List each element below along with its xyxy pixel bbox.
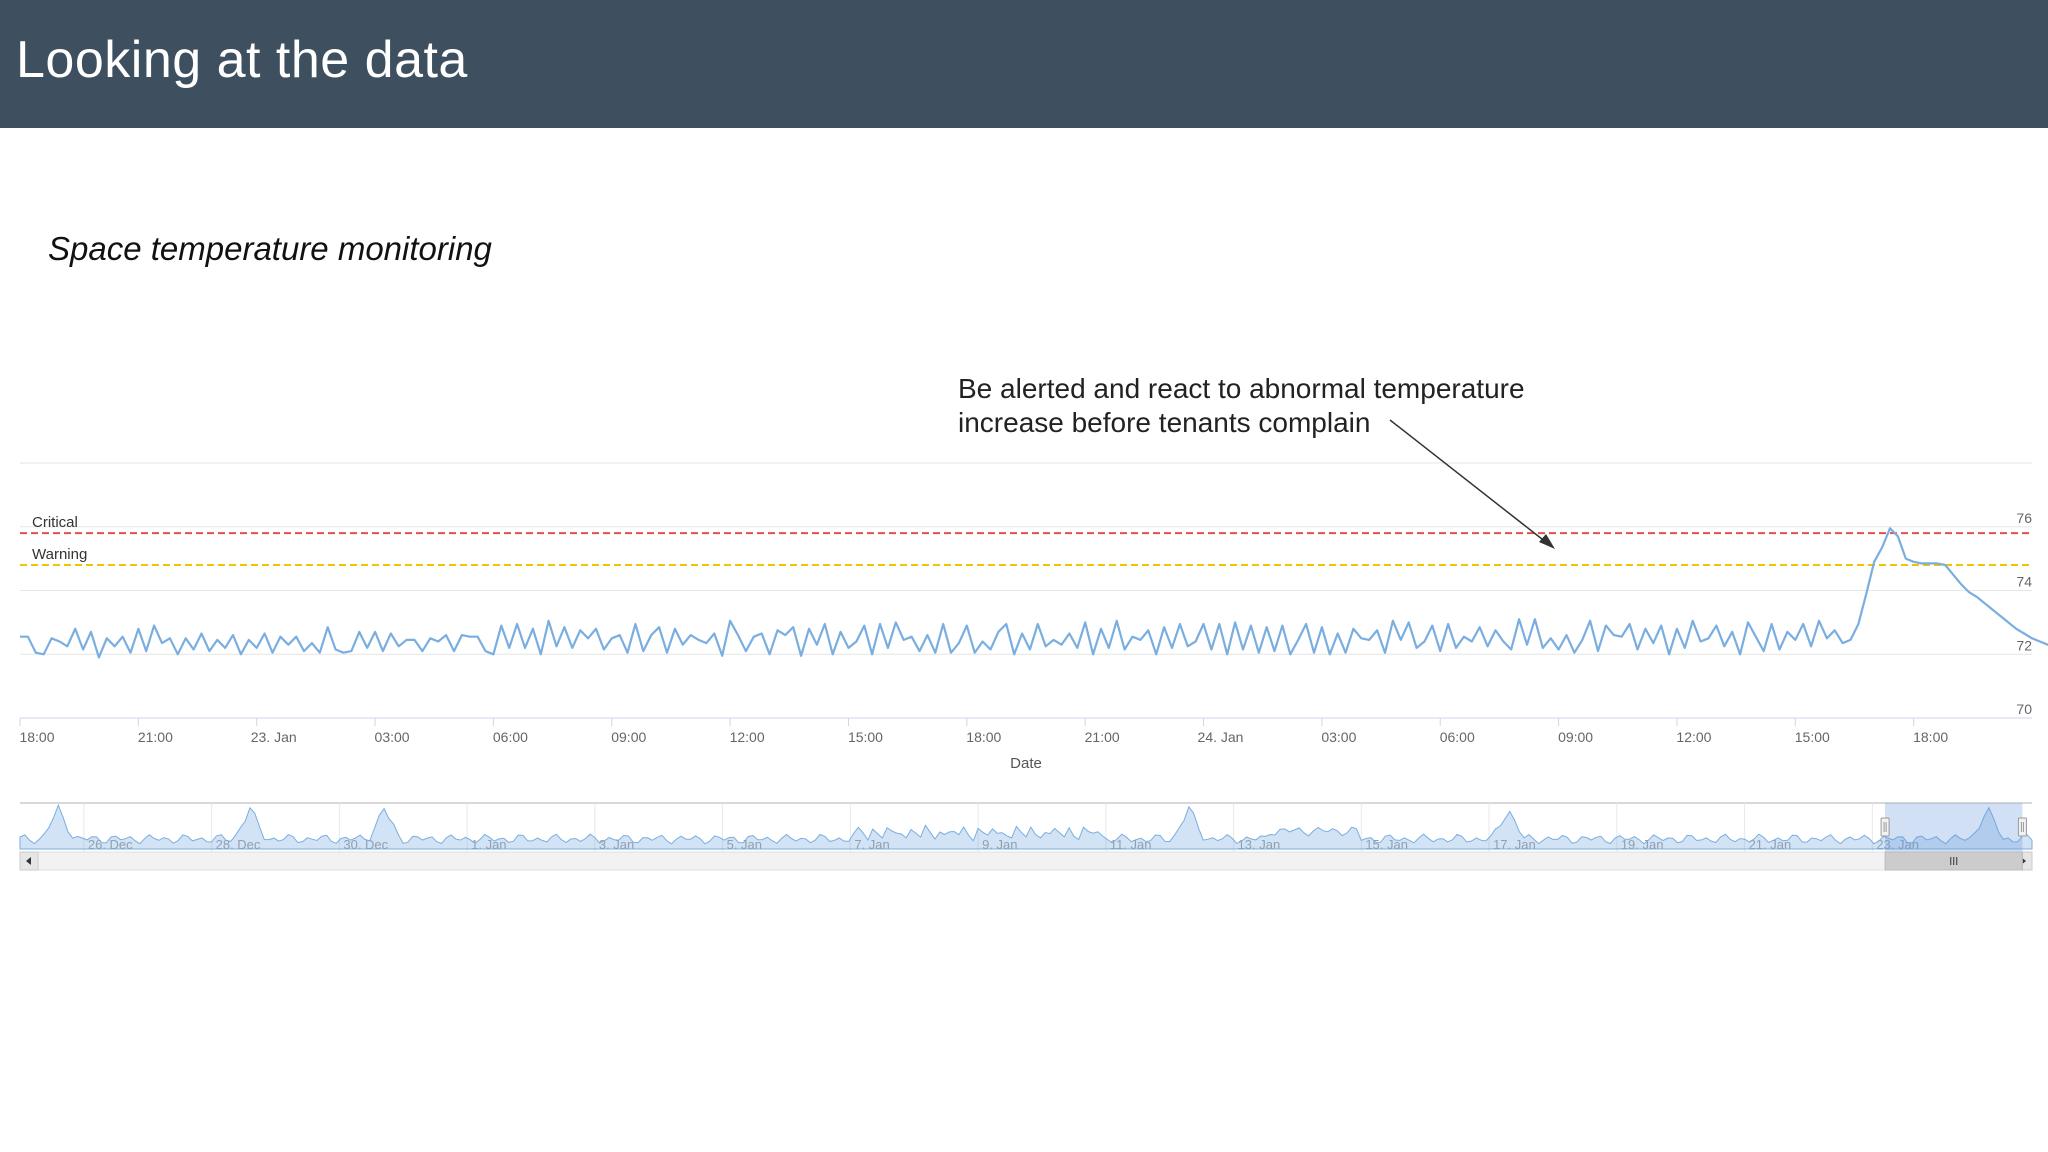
chart-annotation: Be alerted and react to abnormal tempera… [958,372,1525,440]
scrollbar-track[interactable] [19,851,2033,871]
slide-header: Looking at the data [0,0,2048,128]
navigator-tick-label: 11. Jan [1110,837,1152,852]
x-axis-title: Date [1010,755,1042,772]
x-tick-label: 03:00 [1321,729,1356,745]
navigator-tick-label: 30. Dec [343,837,388,852]
x-tick-label: 03:00 [375,729,410,745]
x-tick-label: 06:00 [493,729,528,745]
scroll-left-arrow-icon [26,857,31,865]
navigator-tick-label: 15. Jan [1365,837,1408,852]
x-tick-label: 21:00 [1085,729,1120,745]
navigator-left-handle[interactable] [1880,817,1890,837]
navigator-tick-label: 1. Jan [471,837,506,852]
y-tick-label: 76 [2016,510,2032,526]
navigator-selected-range[interactable] [1885,803,2023,852]
plot-line-label-critical: Critical [32,514,78,531]
x-tick-label: 09:00 [611,729,646,745]
x-tick-label: 18:00 [966,729,1001,745]
navigator-tick-label: 13. Jan [1238,837,1281,852]
chart-subtitle: Space temperature monitoring [48,230,492,267]
y-tick-label: 72 [2016,637,2032,653]
navigator-tick-label: 5. Jan [727,837,762,852]
navigator-tick-label: 9. Jan [982,837,1017,852]
navigator-right-handle[interactable] [2017,817,2027,837]
navigator-background [20,803,2032,852]
navigator-tick-label: 21. Jan [1749,837,1792,852]
y-tick-label: 74 [2016,574,2032,590]
plot-line-label-warning: Warning [32,546,87,563]
annotation-line-1: Be alerted and react to abnormal tempera… [958,373,1525,404]
navigator-tick-label: 19. Jan [1621,837,1664,852]
x-tick-label: 15:00 [848,729,883,745]
x-tick-label: 12:00 [1676,729,1711,745]
annotation-line-2: increase before tenants complain [958,407,1371,438]
x-tick-label: 24. Jan [1198,729,1244,745]
navigator-tick-label: 7. Jan [854,837,889,852]
x-tick-label: 18:00 [19,729,54,745]
temperature-series-line [20,527,2048,659]
slide-title: Looking at the data [16,31,468,89]
x-tick-label: 06:00 [1440,729,1475,745]
navigator-series-area [19,803,2033,850]
x-tick-label: 18:00 [1913,729,1948,745]
annotation-arrowhead [1539,534,1555,549]
x-tick-label: 15:00 [1795,729,1830,745]
annotation-arrow-line [1389,419,1548,544]
x-tick-label: 12:00 [730,729,765,745]
navigator-tick-label: 3. Jan [599,837,634,852]
navigator-tick-label: 23. Jan [1876,837,1919,852]
x-tick-label: 23. Jan [251,729,297,745]
x-tick-label: 09:00 [1558,729,1593,745]
y-tick-label: 70 [2016,701,2032,717]
x-tick-label: 21:00 [138,729,173,745]
navigator-tick-label: 17. Jan [1493,837,1536,852]
